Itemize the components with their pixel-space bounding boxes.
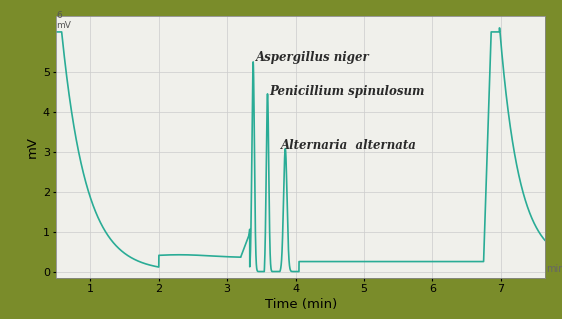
Text: Alternaria  alternata: Alternaria alternata [280,139,416,152]
X-axis label: Time (min): Time (min) [265,298,337,311]
Text: Aspergillus niger: Aspergillus niger [256,51,370,64]
Text: Penicillium spinulosum: Penicillium spinulosum [270,85,425,98]
Text: 6
mV: 6 mV [57,11,71,30]
Text: min: min [546,264,562,274]
Y-axis label: mV: mV [26,136,39,158]
